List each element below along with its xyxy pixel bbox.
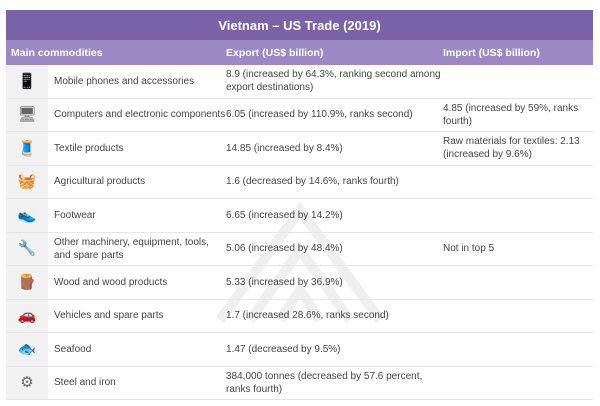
wood-icon: 🪵	[6, 266, 48, 299]
table-header: Main commodities Export (US$ billion) Im…	[6, 40, 593, 65]
tools-icon: 🔧	[6, 232, 48, 265]
car-icon: 🚗	[6, 299, 48, 332]
import-value: 4.85 (increased by 59%, ranks fourth)	[443, 102, 579, 127]
commodity-name: Footwear	[54, 209, 96, 221]
table-row: 🔧 Other machinery, equipment, tools, and…	[6, 232, 593, 266]
export-value: 5.06 (increased by 48.4%)	[226, 243, 343, 255]
commodity-name: Steel and iron	[54, 377, 116, 389]
watermark-logo	[215, 201, 385, 323]
table-row: 👟 Footwear 6.65 (increased by 14.2%)	[6, 199, 593, 233]
table-row: 📱 Mobile phones and accessories 8.9 (inc…	[6, 65, 593, 99]
commodity-name: Wood and wood products	[54, 276, 168, 288]
commodity-name: Vehicles and spare parts	[54, 310, 164, 322]
agriculture-icon: 🧺	[6, 165, 48, 198]
table-row: 🐟 Seafood 1.47 (decreased by 9.5%)	[6, 333, 593, 367]
steel-icon: ⚙	[6, 366, 48, 399]
fish-icon: 🐟	[6, 333, 48, 366]
import-value: Raw materials for textiles: 2.13 (increa…	[443, 136, 580, 161]
commodity-name: Computers and electronic components	[54, 109, 226, 121]
export-value: 1.7 (increased 28.6%, ranks second)	[226, 310, 389, 322]
table-row: 🖥 Computers and electronic components 6.…	[6, 98, 593, 132]
export-value: 8.9 (increased by 64.3%, ranking second …	[226, 69, 441, 94]
commodity-name: Textile products	[54, 142, 124, 154]
table-row: 🚗 Vehicles and spare parts 1.7 (increase…	[6, 299, 593, 333]
textile-icon: 🧵	[6, 132, 48, 165]
export-value: 1.6 (decreased by 14.6%, ranks fourth)	[226, 176, 399, 188]
table-row: ⚙ Steel and iron 384,000 tonnes (decreas…	[6, 366, 593, 400]
header-import: Import (US$ billion)	[443, 46, 540, 59]
export-value: 5.33 (increased by 36.9%)	[226, 276, 343, 288]
mobile-phone-icon: 📱	[6, 65, 48, 98]
commodity-name: Other machinery, equipment, tools, and s…	[54, 236, 209, 261]
table-row: 🪵 Wood and wood products 5.33 (increased…	[6, 266, 593, 300]
header-commodity: Main commodities	[11, 46, 103, 59]
header-export: Export (US$ billion)	[226, 46, 324, 59]
trade-table: Vietnam – US Trade (2019) Main commoditi…	[6, 10, 593, 400]
computer-icon: 🖥	[6, 98, 48, 131]
table-title: Vietnam – US Trade (2019)	[6, 10, 593, 40]
export-value: 384,000 tonnes (decreased by 57.6 percen…	[226, 370, 423, 395]
export-value: 6.65 (increased by 14.2%)	[226, 209, 343, 221]
commodity-name: Seafood	[54, 343, 92, 355]
import-value: Not in top 5	[443, 243, 495, 255]
table-row: 🧺 Agricultural products 1.6 (decreased b…	[6, 165, 593, 199]
export-value: 1.47 (decreased by 9.5%)	[226, 343, 341, 355]
shoe-icon: 👟	[6, 199, 48, 232]
table-row: 🧵 Textile products 14.85 (increased by 8…	[6, 132, 593, 166]
commodity-name: Mobile phones and accessories	[54, 75, 195, 87]
commodity-name: Agricultural products	[54, 176, 146, 188]
export-value: 6.05 (increased by 110.9%, ranks second)	[226, 109, 413, 121]
export-value: 14.85 (increased by 8.4%)	[226, 142, 343, 154]
